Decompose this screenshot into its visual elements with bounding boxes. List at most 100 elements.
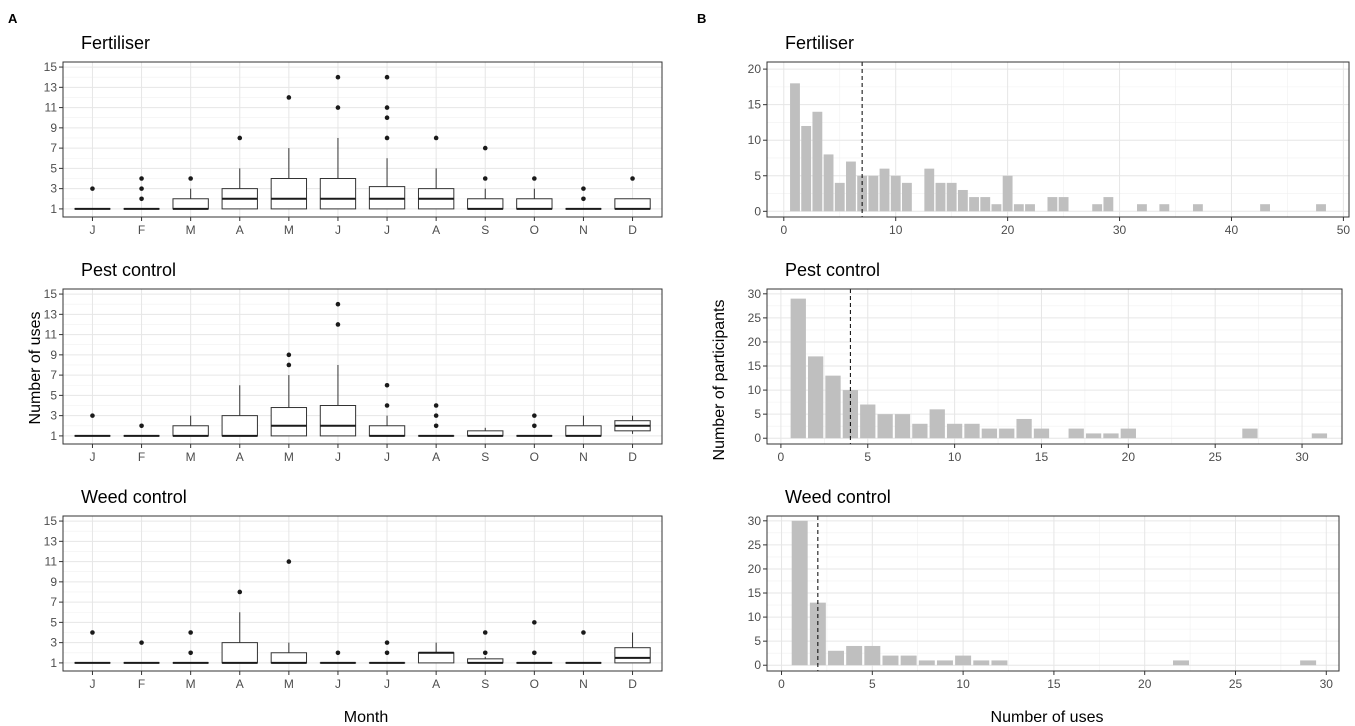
y-tick-label: 7 — [50, 141, 57, 155]
x-tick-label: M — [186, 677, 196, 691]
box — [368, 186, 406, 210]
box-2 — [123, 640, 160, 664]
box — [319, 405, 357, 437]
outlier-point — [384, 135, 390, 141]
x-tick-label: A — [236, 450, 244, 464]
bar — [1103, 197, 1114, 212]
y-tick-label: 9 — [50, 348, 57, 362]
chart-5: 0 5 10 15 20 25 30 0 5 10 15 20 25 30 Pest control — [748, 260, 1343, 464]
y-tick-label: 3 — [50, 182, 57, 196]
y-tick-label: 1 — [50, 429, 57, 443]
x-tick-label: S — [481, 677, 489, 691]
x-tick-label: A — [236, 223, 244, 237]
bar — [1192, 204, 1203, 212]
box-11 — [565, 630, 602, 664]
bar — [900, 655, 917, 666]
x-tick-label: J — [384, 450, 390, 464]
bar — [957, 189, 968, 212]
outlier-point — [286, 559, 292, 564]
bar — [991, 204, 1002, 212]
y-tick-label: 11 — [45, 555, 58, 569]
box-12 — [614, 632, 651, 664]
outlier-point — [581, 186, 586, 191]
bar — [1103, 433, 1119, 439]
bar — [969, 197, 979, 212]
outlier-point — [188, 650, 193, 656]
bar — [955, 655, 972, 666]
bar — [946, 182, 957, 212]
box — [565, 425, 602, 437]
box-7 — [368, 74, 406, 210]
x-tick-label: D — [628, 223, 637, 237]
y-tick-label: 25 — [748, 538, 762, 552]
x-tick-label: 0 — [780, 223, 787, 237]
plot-area — [63, 516, 662, 671]
outlier-point — [532, 650, 537, 656]
x-tick-label: 30 — [1113, 223, 1127, 237]
box-12 — [614, 415, 651, 434]
box-11 — [565, 415, 602, 437]
y-tick-label: 20 — [748, 562, 762, 576]
bar — [1033, 428, 1050, 439]
outlier-point — [90, 186, 95, 191]
panel-title: Weed control — [785, 487, 891, 507]
box-3 — [172, 415, 209, 437]
bar — [879, 168, 890, 212]
x-tick-label: S — [481, 223, 489, 237]
bar — [1016, 418, 1032, 439]
outlier-point — [384, 105, 390, 110]
box-4 — [221, 385, 258, 437]
outlier-point — [335, 322, 341, 327]
bar — [1047, 197, 1058, 212]
box-1 — [74, 186, 111, 210]
bar — [946, 423, 963, 439]
outlier-point — [581, 196, 586, 202]
box-4 — [221, 135, 258, 210]
bar — [991, 660, 1008, 666]
box — [270, 178, 308, 210]
box-10 — [516, 176, 553, 210]
panel-a-letter: A — [8, 11, 18, 26]
bar — [901, 182, 912, 212]
box — [516, 198, 553, 210]
bar — [964, 423, 980, 439]
box — [172, 425, 209, 437]
y-tick-label: 5 — [50, 388, 57, 402]
x-tick-label: J — [384, 223, 390, 237]
x-tick-label: 30 — [1295, 450, 1309, 464]
y-tick-label: 1 — [50, 202, 57, 216]
y-tick-label: 0 — [754, 204, 761, 218]
bar — [846, 645, 863, 666]
box-8 — [417, 642, 455, 664]
bar — [860, 404, 876, 439]
panel-title: Pest control — [81, 260, 176, 280]
y-tick-label: 10 — [748, 133, 762, 147]
outlier-point — [630, 176, 635, 181]
bar — [864, 645, 881, 666]
x-tick-label: A — [432, 677, 440, 691]
x-tick-label: M — [186, 223, 196, 237]
box-7 — [368, 640, 406, 664]
box-1 — [74, 413, 111, 437]
outlier-point — [532, 413, 537, 418]
bar — [1013, 204, 1024, 212]
x-tick-label: O — [530, 450, 539, 464]
y-tick-label: 7 — [50, 595, 57, 609]
y-tick-label: 5 — [754, 634, 761, 648]
bar — [1068, 428, 1084, 439]
box — [614, 647, 651, 664]
box-5 — [270, 559, 308, 664]
box-7 — [368, 382, 406, 437]
outlier-point — [286, 362, 292, 368]
plot-border — [766, 61, 1350, 218]
box-8 — [417, 135, 455, 210]
bar — [973, 660, 990, 666]
bar — [842, 390, 859, 439]
box-6 — [319, 301, 357, 437]
x-tick-label: 25 — [1209, 450, 1223, 464]
y-tick-label: 15 — [748, 586, 762, 600]
